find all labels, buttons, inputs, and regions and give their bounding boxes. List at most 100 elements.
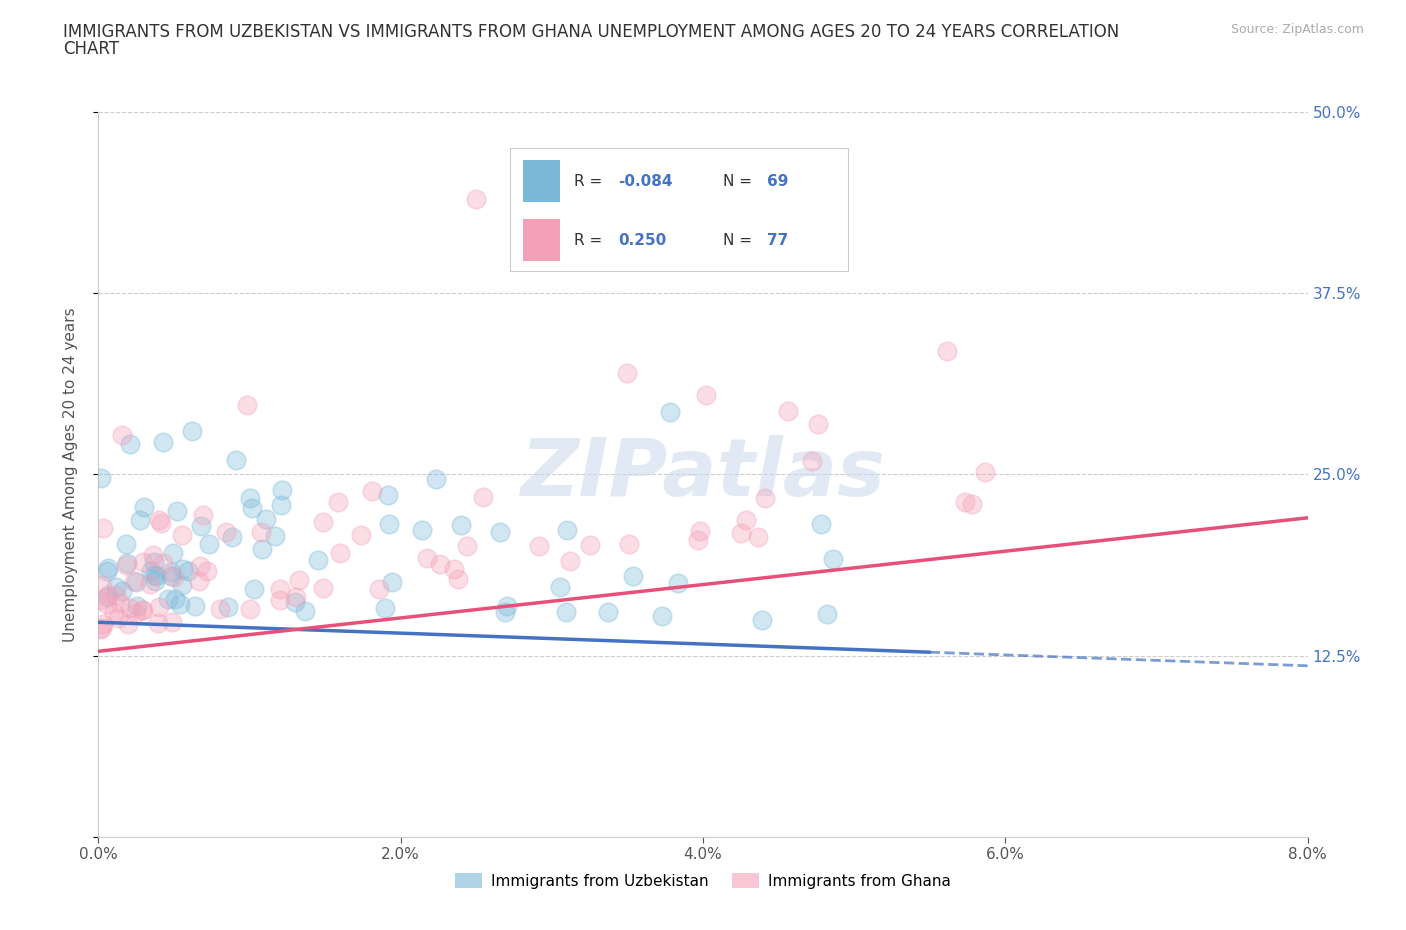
Point bbox=[115, 536, 138, 551]
Point bbox=[471, 489, 494, 504]
Point bbox=[166, 503, 188, 518]
Point bbox=[548, 579, 571, 594]
Point bbox=[97, 587, 120, 602]
Point bbox=[560, 553, 582, 568]
Point bbox=[596, 604, 619, 619]
Text: CHART: CHART bbox=[63, 40, 120, 58]
Point bbox=[659, 405, 682, 419]
Point bbox=[689, 524, 711, 538]
Point bbox=[191, 507, 214, 522]
Point bbox=[425, 472, 447, 486]
Point bbox=[361, 484, 384, 498]
Point bbox=[152, 435, 174, 450]
Point bbox=[157, 592, 180, 607]
Point bbox=[953, 495, 976, 510]
Point bbox=[288, 572, 311, 587]
Point bbox=[236, 397, 259, 412]
Point bbox=[270, 498, 292, 512]
Point bbox=[114, 557, 136, 572]
Point bbox=[754, 490, 776, 505]
Point bbox=[554, 604, 576, 619]
Point bbox=[152, 556, 174, 571]
Point bbox=[96, 564, 118, 578]
Point bbox=[695, 388, 717, 403]
Point bbox=[131, 555, 153, 570]
Point bbox=[450, 518, 472, 533]
Point bbox=[527, 539, 550, 554]
Point bbox=[195, 564, 218, 578]
Point bbox=[367, 581, 389, 596]
Point bbox=[97, 561, 120, 576]
Point bbox=[225, 452, 247, 467]
Point bbox=[307, 552, 329, 567]
Point bbox=[555, 523, 578, 538]
Point bbox=[103, 605, 125, 620]
Text: Source: ZipAtlas.com: Source: ZipAtlas.com bbox=[1230, 23, 1364, 36]
Point bbox=[118, 601, 141, 616]
Point bbox=[96, 596, 118, 611]
Point bbox=[617, 537, 640, 551]
Y-axis label: Unemployment Among Ages 20 to 24 years: Unemployment Among Ages 20 to 24 years bbox=[63, 307, 77, 642]
Point bbox=[111, 583, 134, 598]
Point bbox=[190, 518, 212, 533]
Point bbox=[284, 594, 307, 609]
Point bbox=[312, 515, 335, 530]
Point bbox=[381, 575, 404, 590]
Point bbox=[96, 590, 118, 604]
Point bbox=[751, 612, 773, 627]
Point bbox=[935, 344, 957, 359]
Point bbox=[688, 533, 710, 548]
Point bbox=[172, 578, 194, 592]
Point bbox=[249, 525, 271, 539]
Point bbox=[187, 574, 209, 589]
Point bbox=[139, 564, 162, 578]
Point bbox=[807, 416, 830, 431]
Point bbox=[143, 554, 166, 569]
Point bbox=[183, 599, 205, 614]
Point bbox=[239, 602, 262, 617]
Point bbox=[810, 517, 832, 532]
Point bbox=[329, 546, 352, 561]
Point bbox=[616, 365, 638, 380]
Point bbox=[285, 590, 308, 604]
Point bbox=[269, 581, 291, 596]
Point bbox=[148, 599, 170, 614]
Point bbox=[776, 403, 799, 418]
Point bbox=[326, 495, 349, 510]
Point bbox=[579, 538, 602, 552]
Point bbox=[349, 527, 371, 542]
Point bbox=[124, 573, 146, 588]
Point bbox=[621, 568, 644, 583]
Point bbox=[215, 525, 238, 539]
Point bbox=[378, 516, 401, 531]
Point bbox=[91, 521, 114, 536]
Point bbox=[111, 428, 134, 443]
Point bbox=[162, 546, 184, 561]
Point bbox=[150, 515, 173, 530]
Point bbox=[240, 501, 263, 516]
Point bbox=[160, 614, 183, 629]
Point bbox=[188, 558, 211, 573]
Text: ZIPatlas: ZIPatlas bbox=[520, 435, 886, 513]
Point bbox=[416, 551, 439, 565]
Point bbox=[170, 527, 193, 542]
Point bbox=[142, 567, 165, 582]
Point bbox=[132, 499, 155, 514]
Point bbox=[169, 596, 191, 611]
Point bbox=[131, 603, 153, 618]
Point bbox=[145, 568, 167, 583]
Point bbox=[730, 525, 752, 540]
Point bbox=[270, 483, 292, 498]
Point bbox=[294, 604, 316, 618]
Point bbox=[239, 490, 262, 505]
Point bbox=[411, 523, 433, 538]
Point bbox=[128, 512, 150, 527]
Point bbox=[125, 575, 148, 590]
Point bbox=[89, 592, 111, 607]
Point bbox=[163, 569, 186, 584]
Point bbox=[447, 572, 470, 587]
Point bbox=[163, 591, 186, 606]
Point bbox=[127, 599, 149, 614]
Point bbox=[747, 529, 769, 544]
Point bbox=[104, 588, 127, 603]
